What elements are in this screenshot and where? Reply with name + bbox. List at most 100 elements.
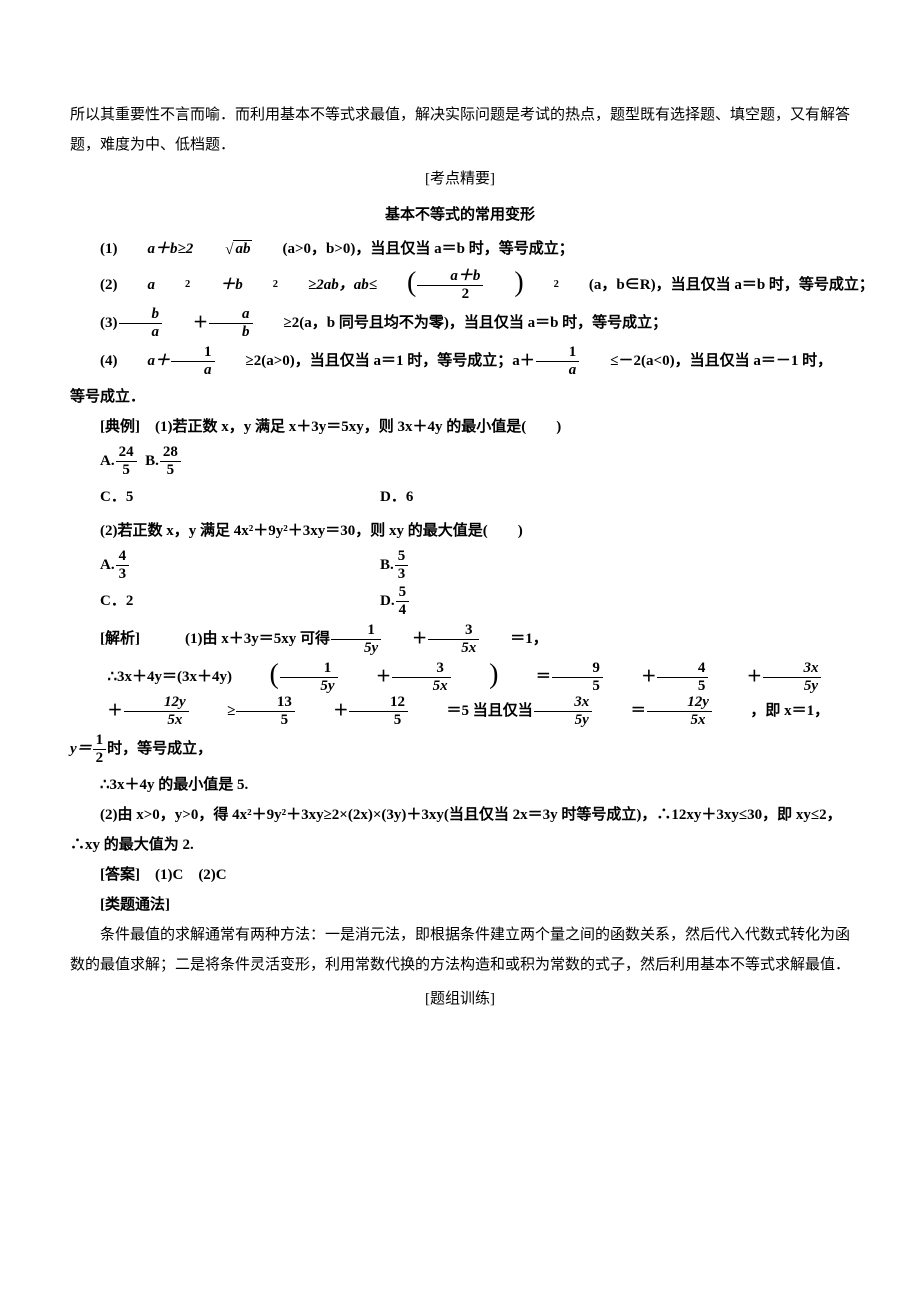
v2-lhs1: a <box>118 270 156 300</box>
pl3: ＋ <box>709 662 762 692</box>
q2-bd: 3 <box>395 566 409 583</box>
answer-line: [答案] (1)C (2)C <box>70 860 850 890</box>
q2-choices: A. 4 3 B. 5 3 C．2 D. 5 4 <box>100 548 850 618</box>
document-page: 所以其重要性不言而喻．而利用基本不等式求最值，解决实际问题是考试的热点，题型既有… <box>0 0 920 1078</box>
ex-label: [典例] <box>100 419 155 435</box>
v4-m2: ≤－2(a<0)，当且仅当 a＝－1 时， <box>580 346 832 376</box>
sol1-line-a: [解析] (1)由 x＋3y＝5xy 可得 1 5y ＋ 3 5x ＝1， <box>70 622 850 656</box>
v4-f2n: 1 <box>536 344 580 362</box>
sol1b-p1d: 5y <box>280 678 338 695</box>
q1-a-pre: A. <box>100 446 115 476</box>
r1d: 5 <box>236 712 295 729</box>
method-text: 条件最值的求解通常有两种方法：一是消元法，即根据条件建立两个量之间的函数关系，然… <box>70 920 850 980</box>
q2-dn: 5 <box>396 584 410 602</box>
e2n: 12y <box>647 694 712 712</box>
sol1a-f2: 3 5x <box>428 622 479 656</box>
v2-pre: (2) <box>70 270 118 300</box>
pl4: ＋ <box>70 696 123 726</box>
q1-choices: A. 24 5 B. 28 5 C．5 D．6 <box>100 444 850 514</box>
q1-b-frac: 28 5 <box>160 444 181 478</box>
v2-cond: (a，b∈R)，当且仅当 a＝b 时，等号成立； <box>559 270 874 300</box>
q2-text: (2)若正数 x，y 满足 4x²＋9y²＋3xy＝30，则 xy 的最大值是(… <box>70 516 850 546</box>
q2-d-pre: D. <box>380 586 395 616</box>
pl2: ＋ <box>604 662 657 692</box>
v4-pre: (4) <box>70 346 118 376</box>
sol1b-p1n: 1 <box>280 660 338 678</box>
t1d: 5 <box>552 678 603 695</box>
v2-fnum: a＋b <box>417 268 483 286</box>
v3-f2d: b <box>209 324 253 341</box>
q1-d: D．6 <box>380 482 413 512</box>
q1-a-frac: 24 5 <box>116 444 137 478</box>
sol1b-p1: 1 5y <box>280 660 338 694</box>
v4-f1n: 1 <box>171 344 215 362</box>
train-label: [题组训练] <box>70 984 850 1014</box>
sol1c-fn: 1 <box>93 732 107 750</box>
q2-b-frac: 5 3 <box>395 548 409 582</box>
v4-m1: ≥2(a>0)，当且仅当 a＝1 时，等号成立；a＋ <box>216 346 535 376</box>
q2-d-frac: 5 4 <box>396 584 410 618</box>
v1-ab: a＋b≥2 <box>118 234 194 264</box>
v4-f1d: a <box>171 362 215 379</box>
sol1a-f1d: 5y <box>331 640 381 657</box>
ge: ≥ <box>190 696 236 726</box>
variant-1: (1) a＋b≥2 ab (a>0，b>0)，当且仅当 a＝b 时，等号成立； <box>70 234 850 264</box>
v3-mid: ≥2(a，b 同号且均不为零)，当且仅当 a＝b 时，等号成立； <box>254 308 668 338</box>
v4-tail: 等号成立． <box>70 382 850 412</box>
sol1a-plus: ＋ <box>382 624 427 654</box>
intro-paragraph: 所以其重要性不言而喻．而利用基本不等式求最值，解决实际问题是考试的热点，题型既有… <box>70 100 850 160</box>
eqe: ＝ <box>593 696 646 726</box>
q1-row-cd: C．5 D．6 <box>100 480 850 514</box>
t4d: 5x <box>124 712 189 729</box>
q2-ad: 3 <box>116 566 130 583</box>
q1-ad: 5 <box>116 462 137 479</box>
v4-a: a＋ <box>118 346 171 376</box>
sol-label: [解析] <box>70 624 155 654</box>
variant-4: (4) a＋ 1 a ≥2(a>0)，当且仅当 a＝1 时，等号成立；a＋ 1 … <box>70 344 850 378</box>
v4-f1: 1 a <box>171 344 215 378</box>
sol2-text: (2)由 x>0，y>0，得 4x²＋9y²＋3xy≥2×(2x)×(3y)＋3… <box>70 807 842 853</box>
variant-2: (2) a2 ＋b2 ≥2ab，ab≤ ( a＋b 2 ) 2 (a，b∈R)，… <box>70 268 850 302</box>
sol1-line-b: ∴3x＋4y＝(3x＋4y) ( 1 5y ＋ 3 5x ) ＝ 95 ＋ 45… <box>70 660 850 728</box>
v2-lhs2: ＋b <box>190 270 243 300</box>
q2-an: 4 <box>116 548 130 566</box>
section-title: 基本不等式的常用变形 <box>70 200 850 230</box>
sol1b-p2: 3 5x <box>392 660 451 694</box>
example-q1: [典例] (1)若正数 x，y 满足 x＋3y＝5xy，则 3x＋4y 的最小值… <box>70 412 850 442</box>
section-points: [考点精要] <box>70 164 850 194</box>
q1-bn: 28 <box>160 444 181 462</box>
pl5: ＋ <box>296 696 349 726</box>
v2-fden: 2 <box>417 286 483 303</box>
sol1b-p2d: 5x <box>392 678 451 695</box>
sol2: (2)由 x>0，y>0，得 4x²＋9y²＋3xy≥2×(2x)×(3y)＋3… <box>70 800 850 860</box>
sol1b-pre: ∴3x＋4y＝(3x＋4y) <box>70 662 232 692</box>
eq2: ＝5 当且仅当 <box>409 696 533 726</box>
q2-dd: 4 <box>396 602 410 619</box>
q2-a-pre: A. <box>100 550 115 580</box>
q1-b-pre: B. <box>145 446 159 476</box>
e1n: 3x <box>534 694 593 712</box>
sol1-line-d: ∴3x＋4y 的最小值是 5. <box>70 770 850 800</box>
sol1a-eq: ＝1， <box>480 624 548 654</box>
sol1b-tail: ，即 x＝1， <box>713 696 829 726</box>
variant-3: (3) b a ＋ a b ≥2(a，b 同号且均不为零)，当且仅当 a＝b 时… <box>70 306 850 340</box>
v3-f1: b a <box>119 306 163 340</box>
t3d: 5y <box>763 678 822 695</box>
t3n: 3x <box>763 660 822 678</box>
q2-row-cd: C．2 D. 5 4 <box>100 584 850 618</box>
e1d: 5y <box>534 712 593 729</box>
method-label: [类题通法] <box>70 890 850 920</box>
q1-c: C．5 <box>100 482 380 512</box>
sol1c-pre: y＝ <box>70 734 92 764</box>
sol1-line-c: y＝ 1 2 时，等号成立， <box>70 732 850 766</box>
t2n: 4 <box>657 660 708 678</box>
q2-c: C．2 <box>100 586 380 616</box>
v1-cond: (a>0，b>0)，当且仅当 a＝b 时，等号成立； <box>252 234 573 264</box>
sol1c-tail: 时，等号成立， <box>107 734 212 764</box>
q2-a-frac: 4 3 <box>116 548 130 582</box>
q1-text: (1)若正数 x，y 满足 x＋3y＝5xy，则 3x＋4y 的最小值是( ) <box>155 419 561 435</box>
r2d: 5 <box>349 712 408 729</box>
sol1b-p2n: 3 <box>392 660 451 678</box>
v4-f2d: a <box>536 362 580 379</box>
sol1b-plus1: ＋ <box>339 662 392 692</box>
